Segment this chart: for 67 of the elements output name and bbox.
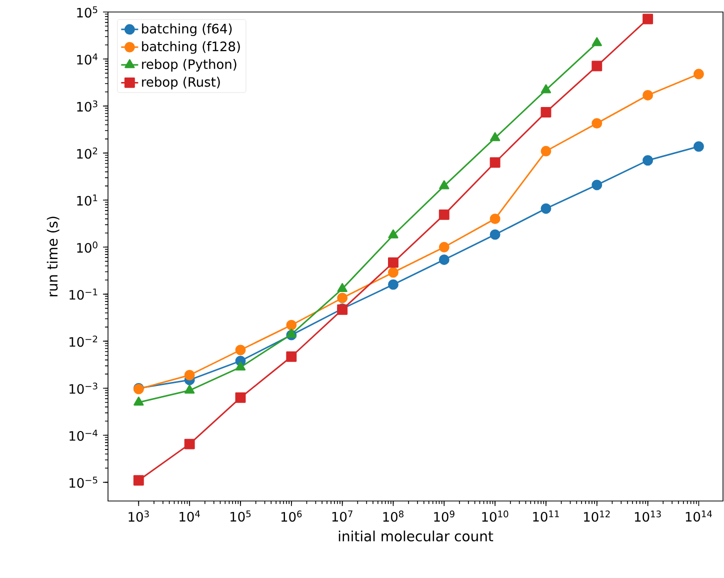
point [490,214,500,224]
point [133,475,144,486]
point [235,344,246,356]
x-tick-label: 10$^{11}$ [533,510,559,522]
point [540,146,552,156]
x-tick-label: 10$^{8}$ [383,510,404,522]
x-tick-label: 10$^{7}$ [332,510,352,522]
x-tick-label: 10$^{5}$ [230,510,251,522]
y-tick-label: 10$^{0}$ [77,242,98,253]
y-tick-label: 10$^{5}$ [77,6,98,18]
point [438,254,450,265]
legend-label: rebop (Rust) [142,76,220,90]
point [592,60,602,72]
point [184,438,195,450]
x-axis-title: initial molecular count [338,530,494,542]
point [337,283,348,292]
legend-label: rebop (Python) [142,59,236,72]
point [642,155,654,166]
x-tick-label: 10$^{14}$ [686,510,712,522]
point [388,257,398,268]
y-tick-label: 10$^{3}$ [77,100,98,112]
point [540,106,552,118]
point [592,118,602,129]
point [540,84,552,94]
point [490,157,500,168]
point [235,392,246,403]
legend-label: batching (f128) [142,41,240,54]
point [439,180,450,190]
point [490,132,500,142]
point [235,361,246,370]
point [388,229,398,238]
point [438,209,450,220]
x-tick-label: 10$^{4}$ [180,510,200,522]
point [286,351,297,362]
point [388,279,398,290]
point [540,203,552,214]
legend-label: batching (f64) [142,24,232,36]
x-tick-label: 10$^{10}$ [482,510,508,522]
x-tick-label: 10$^{13}$ [634,510,661,522]
x-tick-label: 10$^{12}$ [584,510,610,522]
x-tick-label: 10$^{3}$ [128,510,149,522]
y-tick-label: 10$^{1}$ [77,194,98,206]
point [388,267,398,278]
point [286,320,297,330]
point [642,14,654,24]
point [693,68,704,80]
point [337,292,348,304]
y-tick-label: 10$^{−3}$ [70,382,98,394]
point [490,229,500,240]
x-tick-label: 10$^{6}$ [281,510,302,522]
y-tick-label: 10$^{−5}$ [70,476,98,488]
y-tick-label: 10$^{−2}$ [70,336,98,347]
x-tick-label: 10$^{9}$ [434,510,454,522]
y-tick-label: 10$^{−1}$ [70,288,98,300]
point [286,328,296,338]
point [592,180,602,190]
y-tick-label: 10$^{2}$ [77,147,98,159]
point [642,90,654,100]
point [592,37,602,46]
y-axis-title: run time (s) [46,216,60,296]
y-tick-label: 10$^{4}$ [77,53,98,65]
point [134,396,144,406]
point [693,141,704,152]
point [184,384,195,394]
y-tick-label: 10$^{−4}$ [70,430,98,441]
point [438,242,450,252]
point [184,370,195,380]
